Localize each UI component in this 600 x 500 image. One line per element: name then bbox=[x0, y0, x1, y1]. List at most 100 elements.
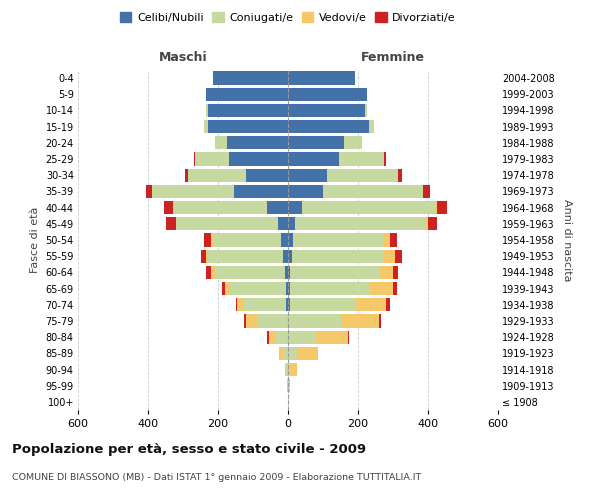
Bar bbox=[204, 234, 211, 246]
Bar bbox=[393, 282, 397, 295]
Bar bbox=[286, 363, 288, 376]
Bar bbox=[370, 282, 393, 295]
Bar bbox=[356, 298, 386, 312]
Bar bbox=[195, 152, 229, 166]
Bar bbox=[267, 201, 288, 214]
Bar bbox=[288, 168, 326, 182]
Bar bbox=[283, 346, 288, 360]
Bar bbox=[215, 136, 227, 149]
Bar bbox=[200, 250, 206, 263]
Bar bbox=[215, 266, 284, 279]
Bar bbox=[234, 185, 288, 198]
Bar bbox=[246, 314, 257, 328]
Bar bbox=[267, 330, 269, 344]
Bar bbox=[286, 298, 288, 312]
Bar bbox=[287, 379, 288, 392]
Bar bbox=[204, 120, 208, 134]
Bar bbox=[386, 298, 389, 312]
Bar bbox=[229, 152, 288, 166]
Bar bbox=[288, 72, 355, 85]
Bar bbox=[288, 314, 341, 328]
Bar bbox=[288, 152, 339, 166]
Bar bbox=[211, 234, 213, 246]
Bar bbox=[398, 168, 402, 182]
Bar bbox=[289, 379, 290, 392]
Text: COMUNE DI BIASSONO (MB) - Dati ISTAT 1° gennaio 2009 - Elaborazione TUTTITALIA.I: COMUNE DI BIASSONO (MB) - Dati ISTAT 1° … bbox=[12, 472, 421, 482]
Bar bbox=[288, 201, 302, 214]
Bar bbox=[213, 72, 288, 85]
Bar bbox=[286, 282, 288, 295]
Bar bbox=[277, 217, 288, 230]
Bar bbox=[173, 201, 267, 214]
Bar bbox=[269, 330, 276, 344]
Bar bbox=[423, 185, 430, 198]
Bar bbox=[428, 217, 437, 230]
Bar bbox=[279, 346, 283, 360]
Bar bbox=[208, 104, 288, 117]
Bar bbox=[257, 314, 288, 328]
Bar bbox=[290, 363, 297, 376]
Bar bbox=[288, 250, 292, 263]
Bar bbox=[290, 282, 370, 295]
Bar bbox=[206, 88, 288, 101]
Bar bbox=[365, 104, 367, 117]
Bar bbox=[188, 168, 246, 182]
Bar bbox=[347, 330, 349, 344]
Bar bbox=[281, 234, 288, 246]
Bar bbox=[284, 363, 286, 376]
Bar bbox=[290, 298, 356, 312]
Bar bbox=[288, 266, 290, 279]
Bar bbox=[323, 185, 423, 198]
Y-axis label: Anni di nascita: Anni di nascita bbox=[562, 198, 572, 281]
Bar bbox=[283, 250, 288, 263]
Bar bbox=[244, 314, 246, 328]
Bar bbox=[244, 298, 286, 312]
Bar bbox=[211, 266, 215, 279]
Bar bbox=[344, 136, 361, 149]
Bar bbox=[227, 136, 288, 149]
Y-axis label: Fasce di età: Fasce di età bbox=[30, 207, 40, 273]
Bar bbox=[288, 217, 295, 230]
Bar bbox=[288, 120, 368, 134]
Bar bbox=[297, 346, 318, 360]
Bar bbox=[389, 234, 397, 246]
Bar bbox=[293, 234, 383, 246]
Bar bbox=[288, 185, 323, 198]
Bar bbox=[193, 152, 195, 166]
Bar bbox=[208, 250, 283, 263]
Text: Popolazione per età, sesso e stato civile - 2009: Popolazione per età, sesso e stato civil… bbox=[12, 442, 366, 456]
Bar bbox=[288, 298, 290, 312]
Text: Maschi: Maschi bbox=[158, 52, 208, 64]
Bar bbox=[237, 298, 244, 312]
Bar bbox=[437, 201, 447, 214]
Bar bbox=[288, 330, 316, 344]
Bar bbox=[208, 120, 288, 134]
Bar bbox=[435, 201, 437, 214]
Bar bbox=[206, 266, 211, 279]
Bar bbox=[213, 234, 281, 246]
Bar bbox=[368, 120, 374, 134]
Bar bbox=[176, 217, 277, 230]
Bar bbox=[290, 266, 379, 279]
Bar bbox=[292, 250, 384, 263]
Bar bbox=[164, 201, 173, 214]
Bar bbox=[284, 266, 288, 279]
Bar bbox=[288, 104, 365, 117]
Bar bbox=[339, 152, 384, 166]
Bar bbox=[166, 217, 176, 230]
Legend: Celibi/Nubili, Coniugati/e, Vedovi/e, Divorziati/e: Celibi/Nubili, Coniugati/e, Vedovi/e, Di… bbox=[116, 8, 460, 28]
Bar bbox=[288, 282, 290, 295]
Bar bbox=[288, 88, 367, 101]
Bar bbox=[185, 168, 188, 182]
Bar bbox=[288, 379, 289, 392]
Bar bbox=[206, 250, 208, 263]
Bar bbox=[384, 152, 386, 166]
Bar bbox=[295, 217, 425, 230]
Bar bbox=[425, 217, 428, 230]
Bar bbox=[341, 314, 379, 328]
Bar bbox=[246, 168, 288, 182]
Bar bbox=[288, 363, 290, 376]
Bar bbox=[221, 282, 225, 295]
Bar bbox=[146, 185, 151, 198]
Bar bbox=[384, 250, 395, 263]
